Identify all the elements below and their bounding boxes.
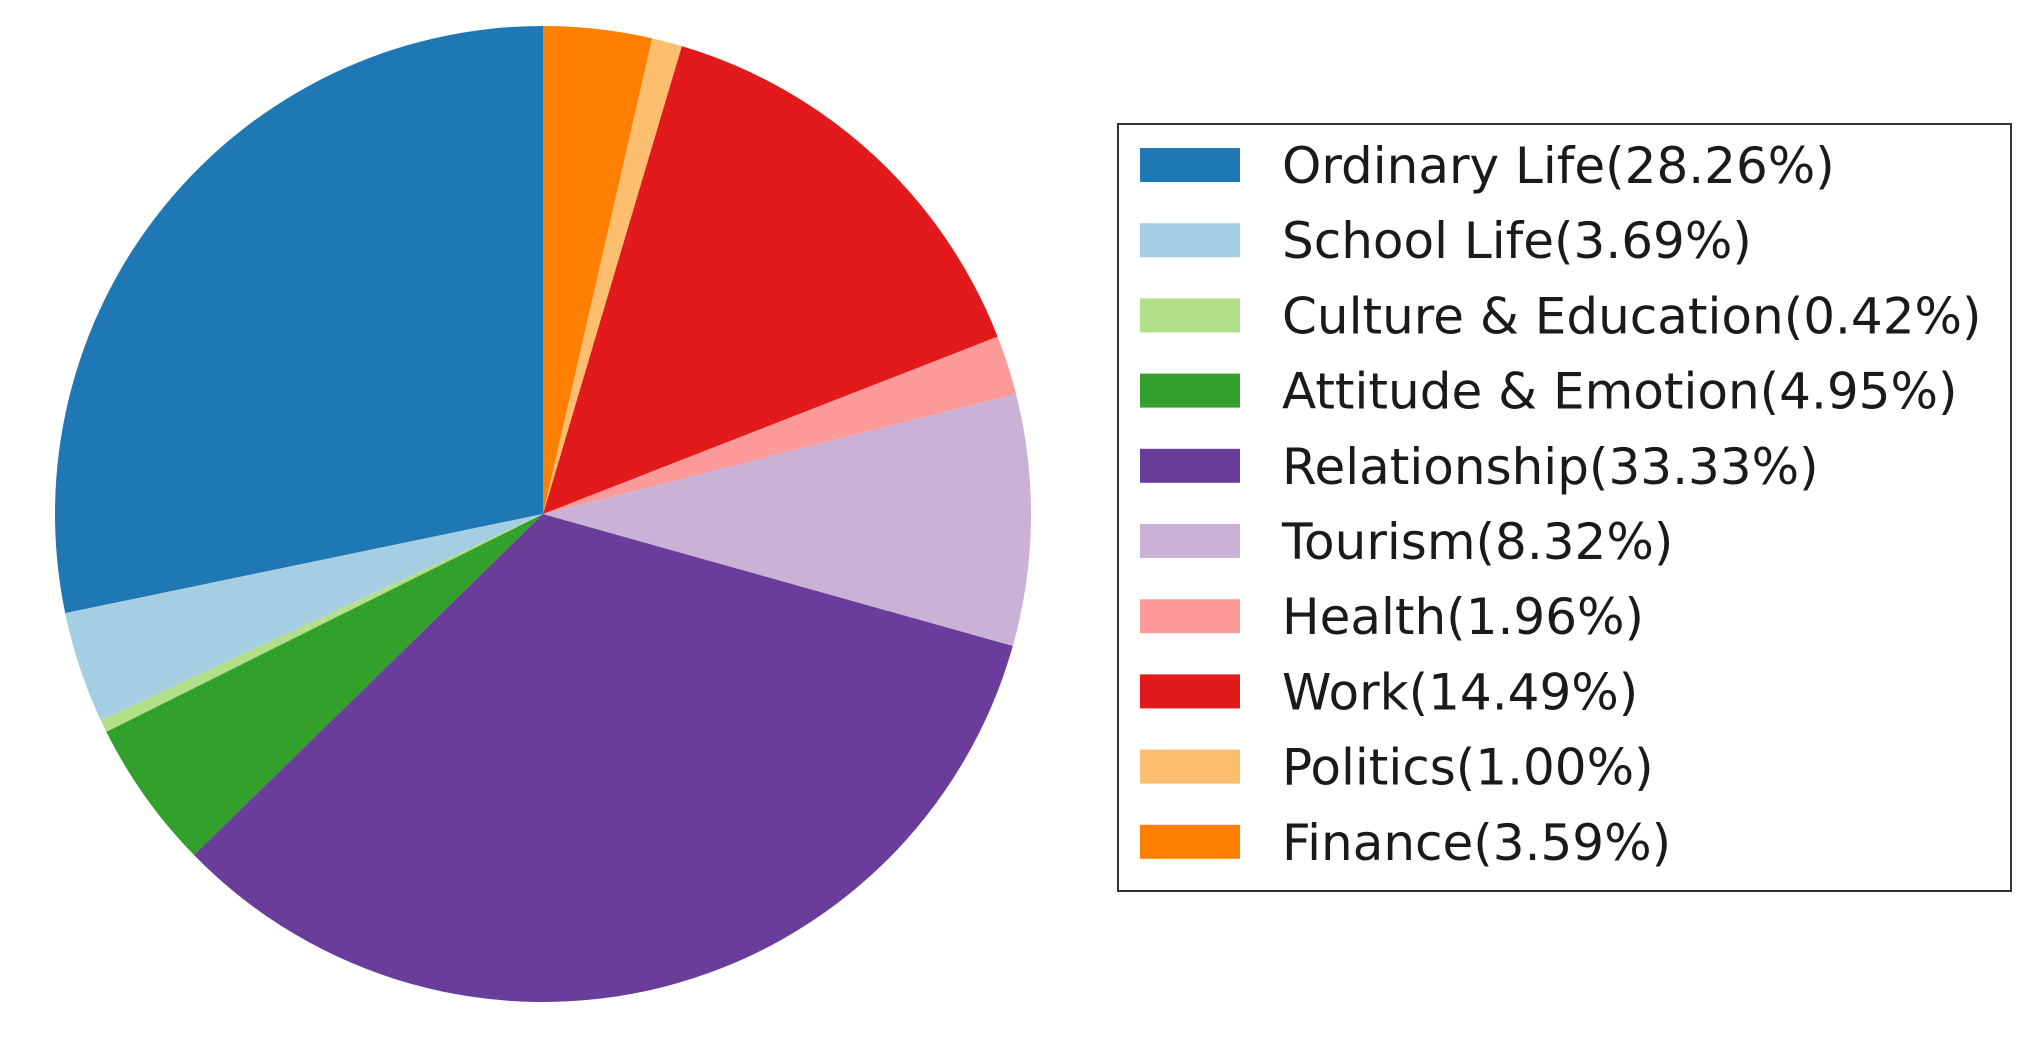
pie-slice-attitude-and-emotion (106, 514, 543, 856)
legend-label: Work(14.49%) (1282, 663, 1638, 721)
pie-slice-ordinary-life (54, 26, 543, 614)
pie-slice-culture-and-education (100, 514, 543, 732)
legend-item-school-life: School Life(3.69%) (1140, 212, 1752, 270)
pie-slice-health (543, 336, 1016, 514)
legend-swatch (1140, 448, 1240, 483)
legend-item-health: Health(1.96%) (1140, 588, 1644, 646)
legend-swatch (1140, 298, 1240, 333)
pie-slice-school-life (65, 514, 544, 721)
legend-label: Relationship(33.33%) (1282, 438, 1819, 496)
legend-item-attitude-and-emotion: Attitude & Emotion(4.95%) (1140, 363, 1958, 421)
legend-swatch (1140, 223, 1240, 258)
legend-swatch (1140, 148, 1240, 182)
legend-label: Politics(1.00%) (1282, 739, 1654, 797)
pie-slice-relationship (193, 514, 1013, 1003)
legend-label: Tourism(8.32%) (1281, 513, 1673, 571)
legend-swatch (1140, 524, 1240, 558)
legend-label: Health(1.96%) (1282, 588, 1644, 646)
legend-label: Ordinary Life(28.26%) (1282, 137, 1835, 195)
legend-swatch (1140, 599, 1240, 634)
legend-swatch (1140, 749, 1240, 784)
pie-slice-work (543, 46, 998, 515)
legend-label: Culture & Education(0.42%) (1282, 287, 1982, 345)
legend-swatch (1140, 674, 1240, 709)
legend-label: School Life(3.69%) (1282, 212, 1752, 270)
legend-items: Ordinary Life(28.26%) School Life(3.69%) C… (1140, 137, 1982, 872)
pie-slices (54, 26, 1032, 1003)
legend-label: Attitude & Emotion(4.95%) (1282, 363, 1958, 421)
legend-item-finance: Finance(3.59%) (1140, 814, 1671, 872)
legend: Ordinary Life(28.26%) School Life(3.69%) C… (1117, 123, 2012, 892)
legend-item-ordinary-life: Ordinary Life(28.26%) (1140, 137, 1835, 195)
legend-item-culture-and-education: Culture & Education(0.42%) (1140, 287, 1982, 345)
pie-slice-politics (543, 38, 682, 515)
legend-item-work: Work(14.49%) (1140, 663, 1638, 721)
legend-frame (1117, 123, 2012, 892)
legend-label: Finance(3.59%) (1282, 814, 1671, 872)
legend-item-politics: Politics(1.00%) (1140, 739, 1654, 797)
pie-slice-finance (543, 26, 653, 514)
legend-item-relationship: Relationship(33.33%) (1140, 438, 1819, 496)
pie-slice-tourism (543, 393, 1032, 646)
legend-swatch (1140, 373, 1240, 408)
legend-item-tourism: Tourism(8.32%) (1140, 513, 1673, 571)
legend-swatch (1140, 824, 1240, 859)
